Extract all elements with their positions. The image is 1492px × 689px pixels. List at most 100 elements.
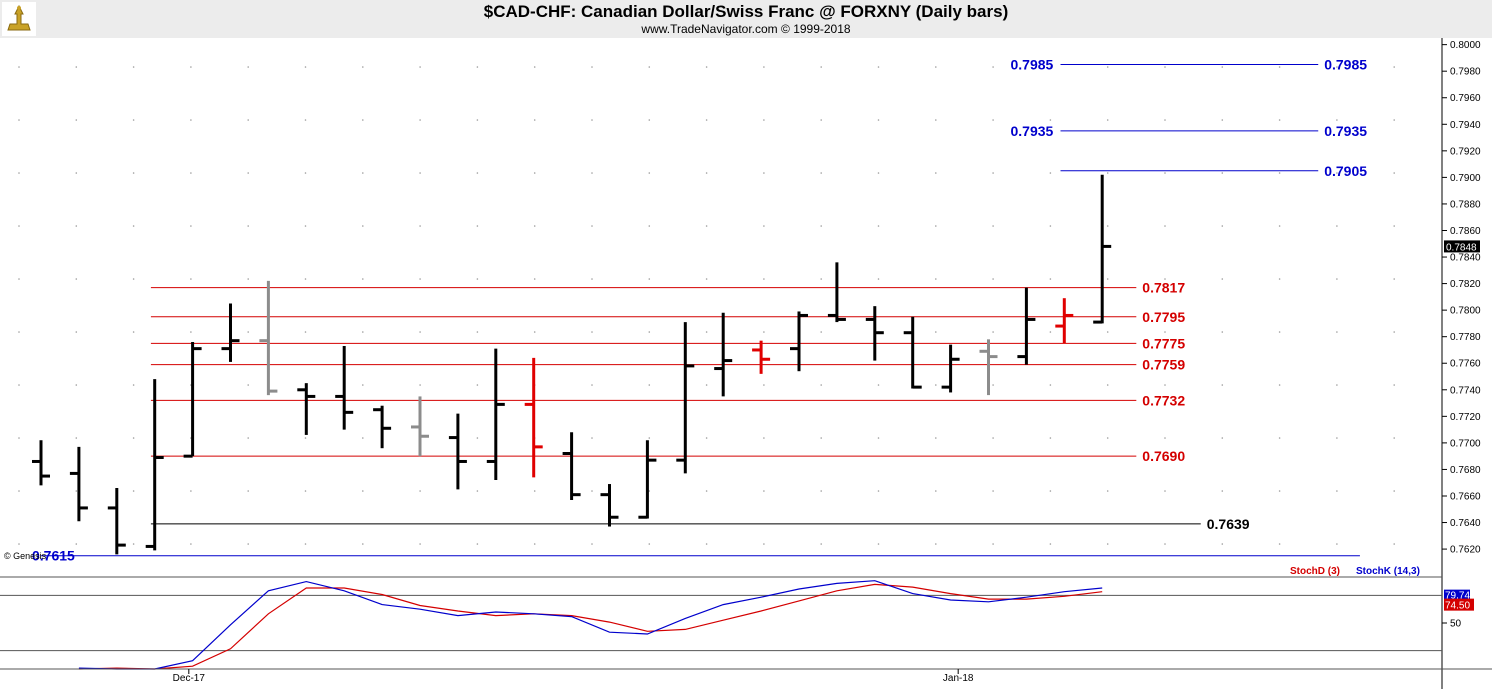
level-label-left: 0.7935 — [1011, 123, 1054, 139]
grid-dot — [18, 437, 20, 439]
ohlc-bar — [827, 262, 846, 323]
grid-dot — [1278, 225, 1281, 227]
ohlc-bar — [32, 440, 50, 486]
ohlc-bar — [69, 446, 88, 522]
grid-dot — [992, 384, 994, 386]
grid-dot — [1106, 225, 1109, 227]
grid-dot — [935, 119, 937, 121]
grid-dot — [1393, 331, 1395, 333]
level-label-left: 0.7615 — [32, 548, 75, 564]
grid-dot — [1049, 543, 1052, 545]
ohlc-bar — [448, 413, 467, 490]
grid-dot — [705, 384, 708, 386]
grid-dot — [763, 331, 765, 333]
stoch-k-line — [78, 580, 1103, 670]
grid-dot — [247, 331, 249, 333]
ohlc-bars — [32, 174, 1112, 555]
grid-dot — [935, 490, 937, 492]
grid-dot — [1221, 331, 1224, 333]
level-label-right: 0.7817 — [1142, 280, 1185, 296]
grid-dot — [877, 490, 880, 492]
grid-dot — [1164, 490, 1166, 492]
grid-dot — [820, 225, 822, 227]
grid-dot — [190, 543, 192, 545]
grid-dot — [362, 225, 364, 227]
price-tick-label: 0.7700 — [1450, 438, 1481, 449]
grid-dot — [1336, 172, 1338, 174]
grid-dot — [132, 225, 135, 227]
grid-dot — [362, 437, 364, 439]
grid-dot — [247, 225, 249, 227]
ohlc-bar — [941, 344, 960, 393]
grid-dot — [877, 119, 880, 121]
date-tick-label: Jan-18 — [943, 673, 974, 684]
grid-dot — [763, 225, 765, 227]
grid-dot — [476, 66, 479, 68]
grid-dot — [190, 278, 192, 280]
grid-dot — [1393, 66, 1395, 68]
grid-dot — [1393, 119, 1395, 121]
grid-dot — [419, 119, 421, 121]
grid-dot — [1221, 278, 1224, 280]
grid-dot — [763, 119, 765, 121]
grid-dot — [591, 331, 593, 333]
grid-dot — [1278, 278, 1281, 280]
grid-dot — [304, 331, 307, 333]
grid-dot — [1393, 225, 1395, 227]
grid-dot — [533, 225, 536, 227]
grid-dot — [1164, 172, 1166, 174]
grid-dot — [419, 331, 421, 333]
grid-dot — [935, 437, 937, 439]
grid-dot — [1164, 331, 1166, 333]
grid-dot — [18, 278, 20, 280]
grid-dot — [820, 172, 822, 174]
grid-dot — [877, 66, 880, 68]
grid-dot — [1221, 119, 1224, 121]
grid-dot — [591, 225, 593, 227]
grid-dot — [362, 66, 364, 68]
last-price-label: 0.7848 — [1446, 242, 1477, 253]
grid-dot — [1336, 437, 1338, 439]
grid-dot — [705, 278, 708, 280]
chart-title: $CAD-CHF: Canadian Dollar/Swiss Franc @ … — [483, 2, 1009, 21]
grid-dot — [763, 437, 765, 439]
grid-dot — [1106, 119, 1109, 121]
grid-dot — [132, 543, 135, 545]
grid-dot — [190, 66, 192, 68]
price-tick-label: 0.8000 — [1450, 40, 1481, 51]
grid-dot — [935, 172, 937, 174]
grid-dot — [1336, 331, 1338, 333]
grid-dot — [476, 490, 479, 492]
grid-dot — [1336, 119, 1338, 121]
grid-dot — [820, 278, 822, 280]
grid-dot — [1393, 543, 1395, 545]
stoch-d-value: 74.50 — [1445, 601, 1470, 612]
grid-dot — [992, 172, 994, 174]
level-label-right: 0.7905 — [1324, 163, 1367, 179]
level-label-right: 0.7732 — [1142, 392, 1185, 408]
grid-dot — [877, 437, 880, 439]
grid-dot — [419, 384, 421, 386]
ohlc-bar — [600, 484, 619, 527]
grid-dot — [1393, 490, 1395, 492]
grid-dot — [247, 384, 249, 386]
grid-dot — [705, 543, 708, 545]
grid-dot — [132, 278, 135, 280]
grid-dot — [75, 66, 78, 68]
grid-dot — [648, 278, 651, 280]
grid-dot — [992, 119, 994, 121]
grid-dot — [190, 331, 192, 333]
grid-dot — [1106, 490, 1109, 492]
grid-dot — [877, 225, 880, 227]
grid-dot — [75, 437, 78, 439]
grid-dot — [763, 278, 765, 280]
grid-dot — [18, 119, 20, 121]
grid-dot — [533, 119, 536, 121]
grid-dot — [18, 66, 20, 68]
ohlc-bar — [714, 312, 733, 397]
grid-dot — [935, 225, 937, 227]
grid-dot — [1049, 278, 1052, 280]
grid-dot — [1106, 331, 1109, 333]
grid-dot — [935, 278, 937, 280]
